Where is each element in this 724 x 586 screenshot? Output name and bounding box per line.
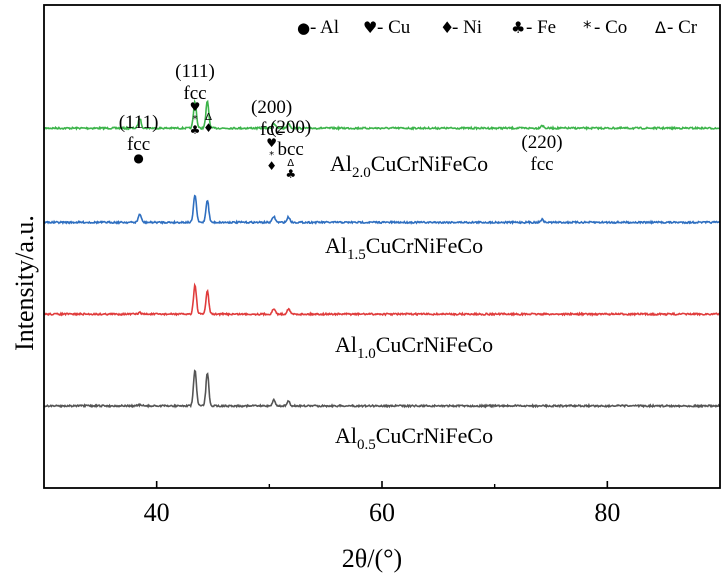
legend-symbol-al: ● [297, 19, 310, 37]
peak-annotation-5: fcc(220) [521, 132, 562, 175]
peak-annotation-3: ♦*♥fcc(200) [251, 97, 292, 173]
series-0: Al2.0CuCrNiFeCo [43, 98, 721, 181]
peak-annotation-2-line-1: ♦ [203, 121, 214, 135]
peak-annotation-3-line-0: (200) [251, 97, 292, 118]
legend-label-al: - Al [310, 17, 339, 38]
peak-annotation-1-line-0: (111) [175, 61, 215, 82]
legend-label-cr: - Cr [667, 17, 698, 38]
series-3: Al0.5CuCrNiFeCo [43, 369, 721, 453]
legend-symbol-ni: ♦ [440, 18, 454, 37]
legend: ● - Al ♥ - Cu ♦ - Ni ♣ - Fe * - Co Δ - C… [297, 17, 698, 38]
legend-symbol-fe: ♣ [511, 18, 525, 37]
peak-annotation-1-line-4: ♣ [190, 123, 201, 137]
legend-label-ni: - Ni [452, 17, 482, 38]
x-tick-label-1: 60 [369, 498, 395, 527]
peak-annotation-1: ♣*♥fcc(111) [175, 61, 215, 137]
peak-annotation-3-line-4: ♦ [266, 159, 277, 173]
peak-annotation-3-line-1: fcc [260, 119, 283, 140]
y-axis-label: Intensity/a.u. [10, 215, 39, 351]
peak-annotation-5-line-1: fcc [530, 154, 553, 175]
x-tick-label-0: 40 [144, 498, 170, 527]
peak-annotation-4-line-1: bcc [278, 139, 304, 160]
peak-annotation-4-line-0: (200) [270, 117, 311, 138]
peak-annotation-1-line-3: * [193, 114, 198, 125]
series-label-2: Al1.0CuCrNiFeCo [335, 332, 493, 362]
peak-annotation-2: ♦Δ [203, 112, 214, 135]
series-label-0: Al2.0CuCrNiFeCo [330, 151, 488, 181]
peak-annotation-4-line-2: Δ [287, 158, 294, 169]
series-label-3: Al0.5CuCrNiFeCo [335, 423, 493, 453]
peak-annotation-4-line-3: ♣ [285, 167, 296, 181]
series-line-3 [43, 369, 721, 409]
peak-annotation-0-line-0: (111) [119, 112, 159, 133]
legend-label-fe: - Fe [526, 17, 556, 38]
peak-annotation-0-line-2: ● [133, 151, 143, 165]
peak-annotation-1-line-1: fcc [183, 83, 206, 104]
legend-label-cu: - Cu [377, 17, 411, 38]
series-line-2 [43, 282, 721, 317]
legend-symbol-co: * [583, 18, 592, 38]
series-line-1 [43, 194, 721, 225]
peak-annotation-1-line-2: ♥ [190, 100, 201, 114]
peak-annotation-3-line-3: * [269, 150, 274, 161]
peak-annotation-0-line-1: fcc [127, 134, 150, 155]
legend-label-co: - Co [594, 17, 627, 38]
series-1: Al1.5CuCrNiFeCo [43, 194, 721, 263]
legend-symbol-cr: Δ [655, 18, 666, 37]
peak-annotation-3-line-2: ♥ [266, 136, 277, 150]
peak-annotation-0: ●fcc(111) [119, 112, 159, 165]
x-axis-label: 2θ/(°) [342, 544, 402, 573]
series-2: Al1.0CuCrNiFeCo [43, 282, 721, 362]
peak-annotation-2-line-0: Δ [205, 112, 212, 123]
series-line-0 [43, 98, 721, 131]
x-tick-label-2: 80 [594, 498, 620, 527]
peak-annotation-5-line-0: (220) [521, 132, 562, 153]
legend-symbol-cu: ♥ [363, 18, 377, 37]
series-label-1: Al1.5CuCrNiFeCo [325, 233, 483, 263]
